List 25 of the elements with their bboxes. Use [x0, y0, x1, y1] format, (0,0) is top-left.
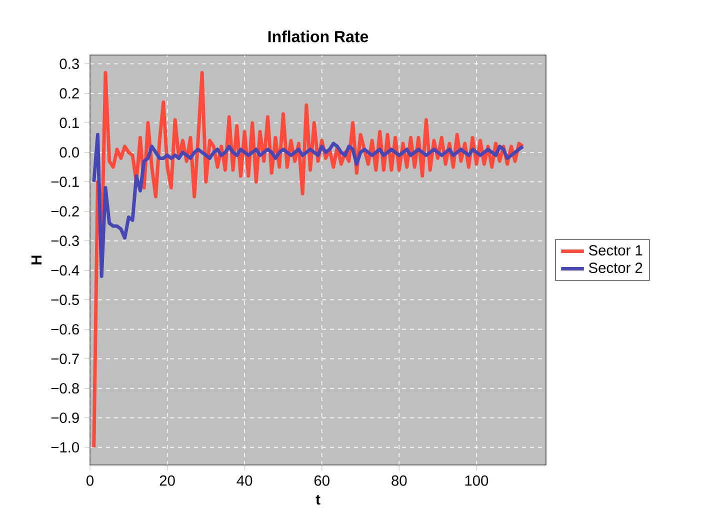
y-tick-label: −0.2 [51, 206, 79, 217]
y-axis-title: H [31, 256, 42, 264]
y-tick-label: −0.9 [51, 412, 79, 423]
x-tick-label: 80 [392, 475, 407, 486]
legend-label: Sector 2 [588, 262, 642, 274]
y-tick-label: −0.4 [51, 265, 80, 276]
y-tick-label: −1.0 [51, 442, 80, 452]
y-tick-label: −0.8 [51, 383, 79, 394]
y-tick-label: 0.2 [60, 88, 79, 99]
x-tick-label: 40 [236, 475, 252, 486]
y-tick-label: −0.3 [51, 236, 79, 246]
y-tick-label: 0.3 [60, 58, 79, 70]
x-axis-title: t [316, 494, 320, 505]
x-tick-label: 100 [465, 475, 488, 486]
y-tick-label: 0.0 [60, 147, 80, 158]
x-tick-label: 60 [314, 475, 330, 486]
y-tick-label: −0.1 [51, 176, 79, 188]
y-tick-label: 0.1 [60, 118, 79, 128]
y-tick-label: −0.6 [51, 324, 79, 335]
chart-title: Inflation Rate [268, 30, 368, 42]
x-tick-label: 0 [86, 475, 94, 486]
y-tick-label: −0.7 [51, 354, 79, 364]
y-tick-label: −0.5 [51, 294, 79, 306]
legend-label: Sector 1 [588, 245, 642, 256]
x-tick-label: 20 [160, 475, 175, 486]
